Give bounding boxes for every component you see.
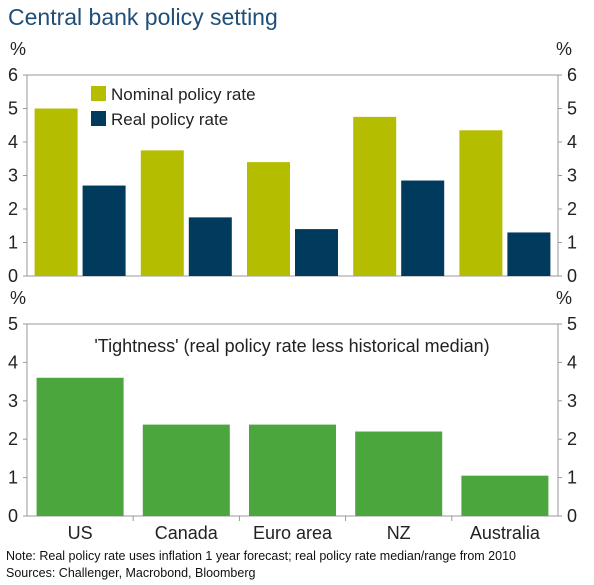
bottom-chart-ytick-label-left: 4	[8, 352, 18, 372]
bottom-chart-ytick-label-right: 2	[567, 429, 577, 449]
top-chart-unit-left: %	[10, 39, 26, 59]
tightness-bar-us	[36, 377, 124, 516]
nominal-bar-canada	[140, 150, 184, 276]
top-chart-ytick-label-right: 1	[567, 233, 577, 253]
bottom-chart-ytick-label-left: 0	[8, 506, 18, 526]
tightness-bar-euro-area	[249, 424, 336, 516]
tightness-bar-canada	[142, 424, 230, 516]
footnote: Note: Real policy rate uses inflation 1 …	[6, 549, 516, 563]
bottom-chart-ytick-label-left: 2	[8, 429, 18, 449]
top-chart-ytick-label-left: 0	[8, 266, 18, 286]
bottom-chart-ytick-label-left: 3	[8, 391, 18, 411]
legend-label-nominal: Nominal policy rate	[111, 85, 256, 104]
bottom-chart-ytick-label-left: 5	[8, 314, 18, 334]
category-label-euro-area: Euro area	[253, 523, 333, 543]
real-bar-nz	[401, 180, 445, 276]
bottom-chart-ytick-label-left: 1	[8, 468, 18, 488]
category-label-nz: NZ	[387, 523, 411, 543]
real-bar-australia	[507, 232, 551, 276]
category-label-canada: Canada	[155, 523, 219, 543]
category-label-australia: Australia	[470, 523, 541, 543]
top-chart-ytick-label-right: 0	[567, 266, 577, 286]
top-chart-ytick-label-right: 6	[567, 65, 577, 85]
top-chart-ytick-label-left: 6	[8, 65, 18, 85]
legend-swatch-real	[91, 111, 106, 126]
nominal-bar-us	[34, 108, 78, 276]
bottom-chart-unit-left: %	[10, 288, 26, 308]
real-bar-euro-area	[295, 229, 338, 276]
bottom-chart-title: 'Tightness' (real policy rate less histo…	[94, 336, 489, 356]
top-chart-ytick-label-right: 5	[567, 99, 577, 119]
nominal-bar-australia	[459, 130, 503, 276]
top-chart-ytick-label-left: 3	[8, 166, 18, 186]
legend-label-real: Real policy rate	[111, 110, 228, 129]
bottom-chart-ytick-label-right: 0	[567, 506, 577, 526]
tightness-bar-nz	[355, 431, 443, 516]
bottom-chart-unit-right: %	[556, 288, 572, 308]
real-bar-canada	[188, 217, 232, 276]
tightness-bar-australia	[461, 475, 549, 516]
bottom-chart-ytick-label-right: 1	[567, 468, 577, 488]
top-chart-ytick-label-left: 1	[8, 233, 18, 253]
top-chart-ytick-label-right: 3	[567, 166, 577, 186]
top-chart-unit-right: %	[556, 39, 572, 59]
bottom-chart-ytick-label-right: 5	[567, 314, 577, 334]
top-chart-ytick-label-right: 2	[567, 199, 577, 219]
top-chart-ytick-label-left: 2	[8, 199, 18, 219]
real-bar-us	[82, 185, 126, 276]
sources-note: Sources: Challenger, Macrobond, Bloomber…	[6, 566, 256, 580]
nominal-bar-nz	[353, 116, 397, 276]
top-chart-ytick-label-right: 4	[567, 132, 577, 152]
page-title: Central bank policy setting	[8, 4, 278, 30]
top-chart-ytick-label-left: 4	[8, 132, 18, 152]
top-chart-ytick-label-left: 5	[8, 99, 18, 119]
nominal-bar-euro-area	[247, 162, 290, 276]
bottom-chart-ytick-label-right: 4	[567, 352, 577, 372]
category-label-us: US	[68, 523, 93, 543]
legend-swatch-nominal	[91, 86, 106, 101]
bottom-chart-ytick-label-right: 3	[567, 391, 577, 411]
